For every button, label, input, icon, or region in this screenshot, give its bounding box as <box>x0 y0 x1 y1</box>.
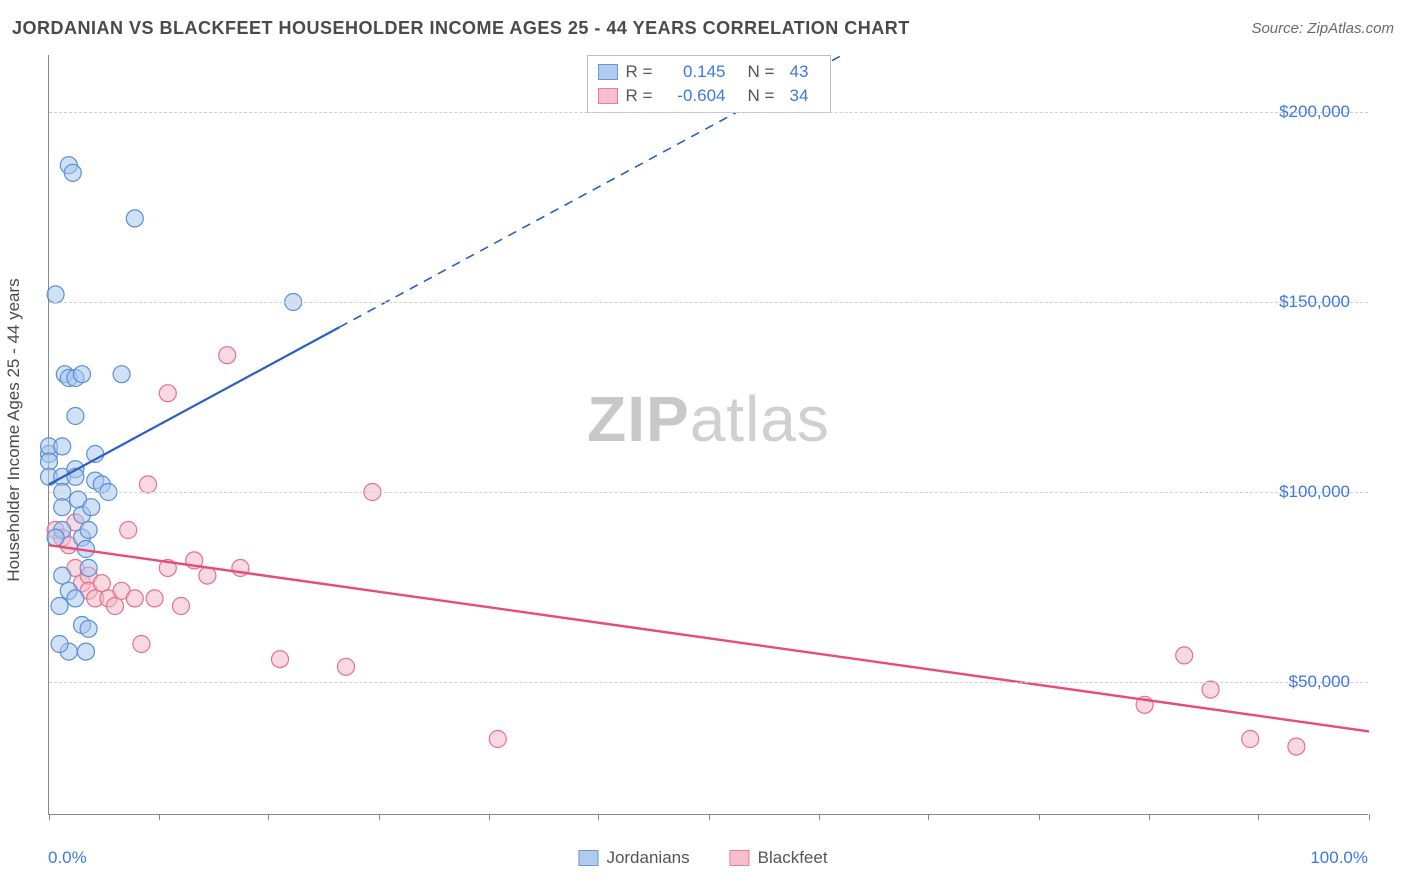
legend-row-jordanians: R = 0.145 N = 43 <box>598 60 820 84</box>
x-axis-max-label: 100.0% <box>1310 848 1368 868</box>
data-point <box>338 658 355 675</box>
y-tick-label: $150,000 <box>1279 292 1350 312</box>
data-point <box>80 620 97 637</box>
data-point <box>159 385 176 402</box>
data-point <box>47 529 64 546</box>
legend-item-blackfeet: Blackfeet <box>730 848 828 868</box>
data-point <box>80 522 97 539</box>
gridline <box>49 302 1368 303</box>
x-tick <box>379 814 380 820</box>
data-point <box>47 286 64 303</box>
data-point <box>67 590 84 607</box>
gridline <box>49 682 1368 683</box>
legend-row-blackfeet: R = -0.604 N = 34 <box>598 84 820 108</box>
data-point <box>80 560 97 577</box>
r-value-jordanians: 0.145 <box>666 62 726 82</box>
legend-label-jordanians: Jordanians <box>606 848 689 868</box>
x-tick <box>819 814 820 820</box>
data-point <box>83 499 100 516</box>
x-tick <box>598 814 599 820</box>
legend-label-blackfeet: Blackfeet <box>758 848 828 868</box>
x-tick <box>1369 814 1370 820</box>
x-tick <box>1149 814 1150 820</box>
r-label: R = <box>626 62 658 82</box>
data-point <box>146 590 163 607</box>
data-point <box>133 636 150 653</box>
chart-title: JORDANIAN VS BLACKFEET HOUSEHOLDER INCOM… <box>12 18 910 39</box>
trendline-blackfeet <box>49 545 1369 731</box>
data-point <box>93 575 110 592</box>
gridline <box>49 492 1368 493</box>
y-axis-title: Householder Income Ages 25 - 44 years <box>4 278 24 581</box>
x-tick <box>709 814 710 820</box>
data-point <box>74 366 91 383</box>
trendline-jordanians-solid <box>49 327 339 484</box>
data-point <box>272 651 289 668</box>
x-tick <box>489 814 490 820</box>
x-tick <box>159 814 160 820</box>
swatch-blackfeet <box>598 88 618 104</box>
n-value-jordanians: 43 <box>790 62 820 82</box>
data-point <box>113 366 130 383</box>
data-point <box>140 476 157 493</box>
x-tick <box>1258 814 1259 820</box>
y-tick-label: $200,000 <box>1279 102 1350 122</box>
x-tick <box>1039 814 1040 820</box>
data-point <box>199 567 216 584</box>
legend-item-jordanians: Jordanians <box>578 848 689 868</box>
data-point <box>1176 647 1193 664</box>
scatter-plot-area: ZIPatlas R = 0.145 N = 43 R = -0.604 N =… <box>48 55 1368 815</box>
n-label: N = <box>748 86 782 106</box>
swatch-jordanians <box>598 64 618 80</box>
data-point <box>1288 738 1305 755</box>
plot-svg <box>49 55 1369 815</box>
swatch-jordanians <box>578 850 598 866</box>
n-value-blackfeet: 34 <box>790 86 820 106</box>
data-point <box>173 598 190 615</box>
data-point <box>1242 731 1259 748</box>
data-point <box>64 164 81 181</box>
data-point <box>126 210 143 227</box>
data-point <box>54 567 71 584</box>
y-tick-label: $100,000 <box>1279 482 1350 502</box>
x-tick <box>928 814 929 820</box>
n-label: N = <box>748 62 782 82</box>
r-value-blackfeet: -0.604 <box>666 86 726 106</box>
data-point <box>489 731 506 748</box>
data-point <box>77 643 94 660</box>
data-point <box>126 590 143 607</box>
data-point <box>120 522 137 539</box>
data-point <box>51 598 68 615</box>
gridline <box>49 112 1368 113</box>
y-tick-label: $50,000 <box>1289 672 1350 692</box>
data-point <box>51 636 68 653</box>
chart-source: Source: ZipAtlas.com <box>1251 20 1394 37</box>
x-tick <box>268 814 269 820</box>
series-legend: Jordanians Blackfeet <box>578 848 827 868</box>
data-point <box>67 408 84 425</box>
chart-header: JORDANIAN VS BLACKFEET HOUSEHOLDER INCOM… <box>12 18 1394 39</box>
r-label: R = <box>626 86 658 106</box>
data-point <box>41 453 58 470</box>
x-tick <box>49 814 50 820</box>
swatch-blackfeet <box>730 850 750 866</box>
data-point <box>54 438 71 455</box>
x-axis-min-label: 0.0% <box>48 848 87 868</box>
correlation-legend: R = 0.145 N = 43 R = -0.604 N = 34 <box>587 55 831 113</box>
data-point <box>219 347 236 364</box>
data-point <box>1202 681 1219 698</box>
data-point <box>54 499 71 516</box>
data-point <box>107 598 124 615</box>
